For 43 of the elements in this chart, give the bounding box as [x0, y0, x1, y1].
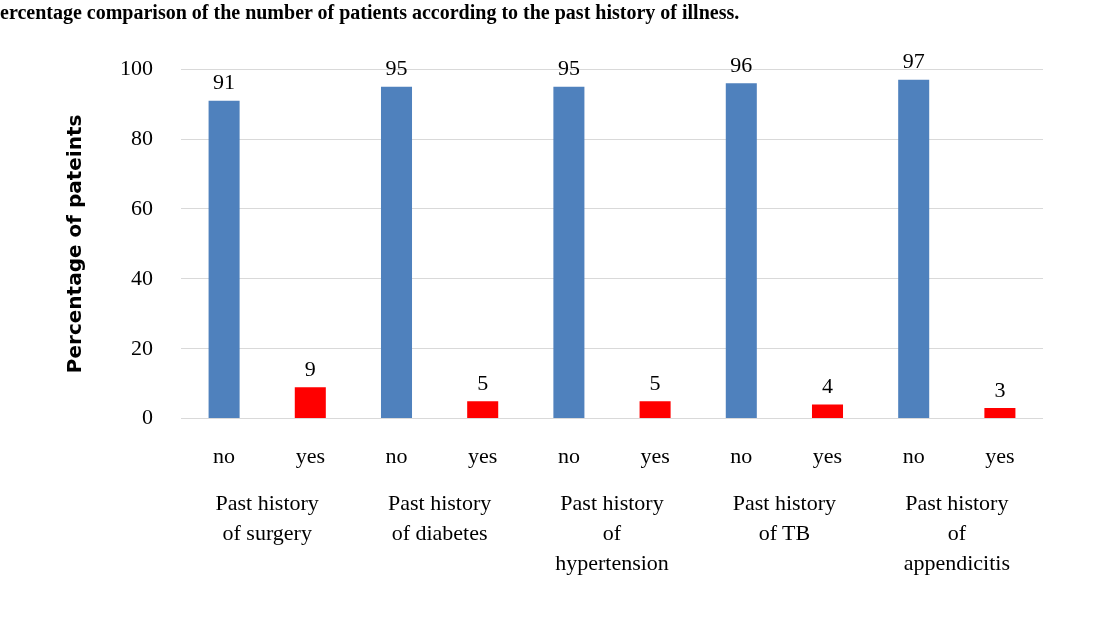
- x-tick-label: no: [902, 442, 925, 468]
- text: Past history of appendicitis: [903, 490, 1010, 576]
- y-tick-label: 60: [131, 194, 153, 220]
- y-tick-label: 20: [131, 334, 153, 360]
- text: Past history of hypertension: [555, 490, 669, 576]
- data-label: 5: [477, 369, 489, 395]
- bar: [467, 401, 499, 419]
- y-tick-label: 0: [142, 404, 153, 430]
- x-tick-label: yes: [295, 442, 325, 468]
- data-label: 95: [557, 55, 580, 81]
- y-tick-label: 40: [131, 264, 153, 290]
- bar: [898, 79, 930, 419]
- x-tick-label: no: [557, 442, 580, 468]
- bar: [811, 404, 844, 419]
- bar: [380, 86, 413, 419]
- y-tick-label: 100: [120, 54, 153, 80]
- x-tick-label: no: [730, 442, 753, 468]
- text: Past history of surgery: [215, 490, 319, 546]
- x-tick-label: yes: [640, 442, 670, 468]
- y-tick-label: 80: [131, 124, 153, 150]
- data-label: 9: [304, 355, 316, 381]
- data-label: 95: [385, 55, 408, 81]
- y-axis-title: Percentage of pateints: [62, 114, 87, 374]
- x-tick-label: no: [213, 442, 236, 468]
- data-label: 97: [902, 48, 925, 74]
- x-tick-label: yes: [468, 442, 498, 468]
- bar: [294, 387, 326, 419]
- bar: [639, 401, 671, 419]
- x-tick-label: yes: [985, 442, 1015, 468]
- chart-title: ercentage comparison of the number of patients according to the past history of illness.: [0, 0, 741, 26]
- data-label: 91: [213, 69, 236, 95]
- data-label: 3: [994, 376, 1006, 402]
- bar: [208, 100, 240, 419]
- text: Past history of TB: [732, 490, 837, 546]
- bar: [984, 408, 1016, 419]
- x-tick-label: no: [385, 442, 408, 468]
- text: Past history of diabetes: [387, 490, 492, 546]
- bar: [725, 83, 757, 419]
- bar: [553, 86, 585, 419]
- data-label: 96: [730, 51, 753, 77]
- x-tick-label: yes: [812, 442, 843, 468]
- data-label: 4: [822, 373, 833, 399]
- data-label: 5: [649, 369, 661, 395]
